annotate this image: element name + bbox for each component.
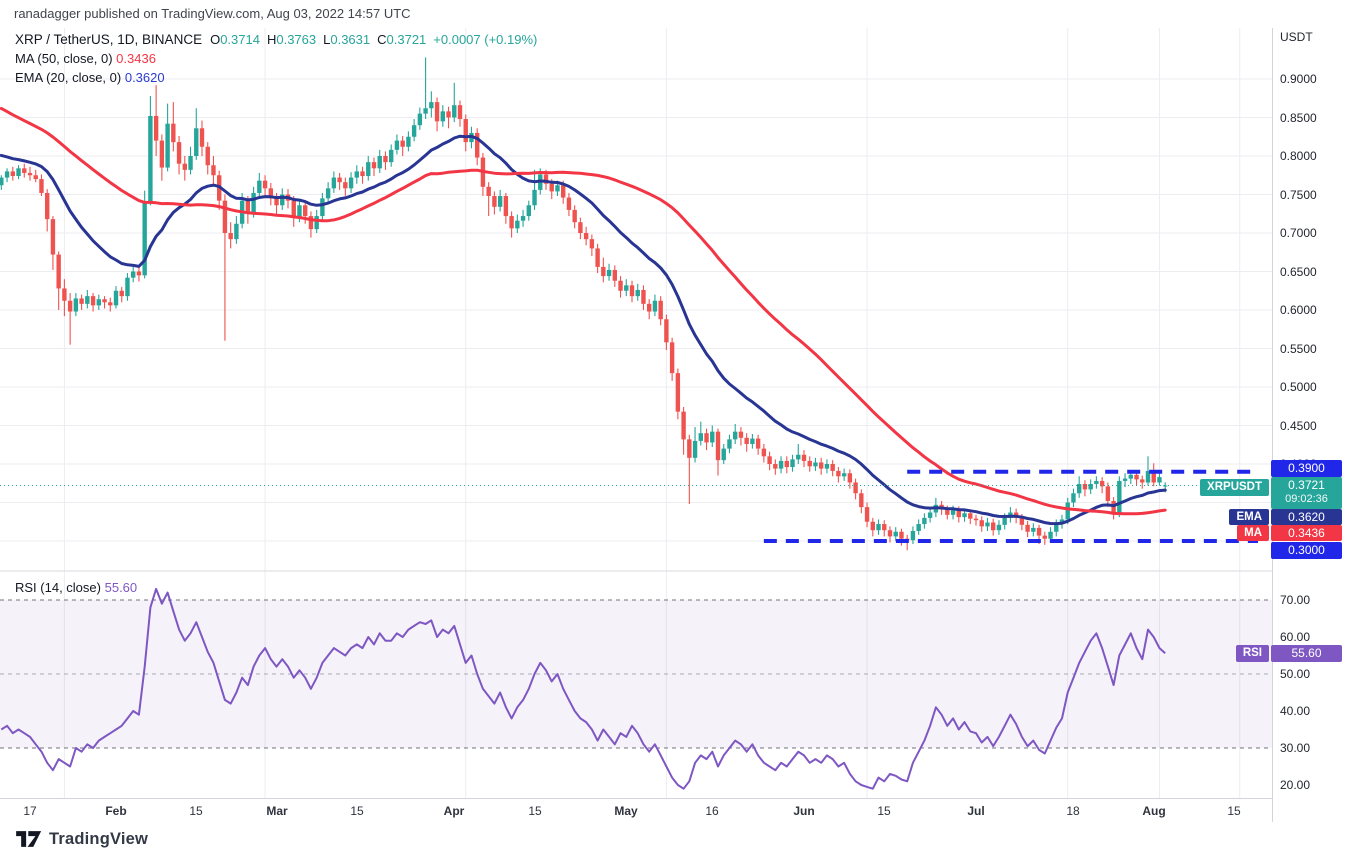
- ma-value: 0.3436: [116, 51, 156, 66]
- time-tick: 17: [23, 804, 37, 818]
- time-tick: 15: [877, 804, 891, 818]
- ohlc-high: H0.3763: [266, 32, 317, 47]
- price-tick: 0.7000: [1280, 226, 1317, 240]
- ema-value: 0.3620: [124, 70, 165, 85]
- symbol-title: XRP / TetherUS, 1D, BINANCE: [15, 32, 203, 47]
- lower-level-price-label: 0.3000: [1271, 542, 1342, 559]
- time-tick: 15: [189, 804, 203, 818]
- last-price-label: 0.3721 09:02:36: [1271, 477, 1342, 509]
- ma-label: MA (50, close, 0): [15, 51, 113, 66]
- upper-level-price-label: 0.3900: [1271, 460, 1342, 477]
- ma-price-label: 0.3436: [1271, 525, 1342, 541]
- time-axis-separator: [0, 798, 1272, 799]
- price-tick: 0.6500: [1280, 265, 1317, 279]
- time-tick: Aug: [1142, 804, 1166, 818]
- price-tick: 0.8000: [1280, 149, 1317, 163]
- ma-indicator-row[interactable]: MA (50, close, 0) 0.3436: [15, 49, 537, 68]
- time-tick: 15: [528, 804, 542, 818]
- tradingview-logo-text: TradingView: [49, 829, 149, 848]
- rsi-tick: 20.00: [1280, 778, 1311, 792]
- last-price-value: 0.3721: [1288, 478, 1325, 492]
- ohlc-close: C0.3721: [377, 32, 427, 47]
- ema-tag: EMA: [1229, 509, 1269, 525]
- time-tick: 15: [350, 804, 364, 818]
- symbol-row[interactable]: XRP / TetherUS, 1D, BINANCE O0.3714 H0.3…: [15, 30, 537, 49]
- time-tick: Jul: [967, 804, 985, 818]
- tradingview-logo-icon: [16, 831, 42, 847]
- symbol-tag: XRPUSDT: [1200, 479, 1269, 496]
- rsi-legend: RSI (14, close) 55.60: [15, 578, 137, 597]
- rsi-value: 55.60: [104, 580, 138, 595]
- price-axis-separator: [1272, 28, 1273, 822]
- time-tick: Feb: [105, 804, 127, 818]
- time-tick: 18: [1066, 804, 1080, 818]
- symbol-legend: XRP / TetherUS, 1D, BINANCE O0.3714 H0.3…: [15, 30, 537, 87]
- ema-price-label: 0.3620: [1271, 509, 1342, 525]
- ohlc-open: O0.3714: [210, 32, 260, 47]
- time-tick: Mar: [266, 804, 288, 818]
- time-tick: Apr: [443, 804, 465, 818]
- time-axis[interactable]: 17 Feb 15 Mar 15 Apr 15 May 16 Jun 15 Jul 18 Aug 15: [0, 799, 1272, 822]
- change-value: +0.0007 (+0.19%): [433, 32, 538, 47]
- ema-label: EMA (20, close, 0): [15, 70, 122, 85]
- rsi-tick: 50.00: [1280, 667, 1311, 681]
- chart-canvas[interactable]: [0, 28, 1272, 798]
- ema-indicator-row[interactable]: EMA (20, close, 0) 0.3620: [15, 68, 537, 87]
- attribution-text: ranadagger published on TradingView.com,…: [14, 6, 411, 21]
- price-axis[interactable]: USDT 0.9000 0.8500 0.8000 0.7500 0.7000 0.6500…: [1272, 28, 1348, 822]
- price-tick: 0.5000: [1280, 380, 1317, 394]
- tradingview-logo[interactable]: TradingView: [16, 829, 148, 849]
- time-tick: 16: [705, 804, 719, 818]
- price-tick: 0.5500: [1280, 342, 1317, 356]
- rsi-tag: RSI: [1235, 645, 1269, 662]
- time-tick: Jun: [793, 804, 815, 818]
- ohlc-low: L0.3631: [323, 32, 371, 47]
- price-tick: 0.9000: [1280, 72, 1317, 86]
- rsi-tick: 70.00: [1280, 593, 1311, 607]
- axis-currency-label: USDT: [1280, 30, 1313, 44]
- rsi-indicator-row[interactable]: RSI (14, close) 55.60: [15, 578, 137, 597]
- price-tick: 0.8500: [1280, 111, 1317, 125]
- rsi-tick: 60.00: [1280, 630, 1311, 644]
- rsi-tick: 40.00: [1280, 704, 1311, 718]
- price-tick: 0.4500: [1280, 419, 1317, 433]
- price-tick: 0.6000: [1280, 303, 1317, 317]
- time-tick: 15: [1227, 804, 1241, 818]
- price-tick: 0.7500: [1280, 188, 1317, 202]
- time-tick: May: [614, 804, 638, 818]
- rsi-tick: 30.00: [1280, 741, 1311, 755]
- rsi-label: RSI (14, close): [15, 580, 101, 595]
- ma-tag: MA: [1237, 525, 1269, 541]
- bar-countdown: 09:02:36: [1285, 493, 1328, 505]
- rsi-price-label: 55.60: [1271, 645, 1342, 662]
